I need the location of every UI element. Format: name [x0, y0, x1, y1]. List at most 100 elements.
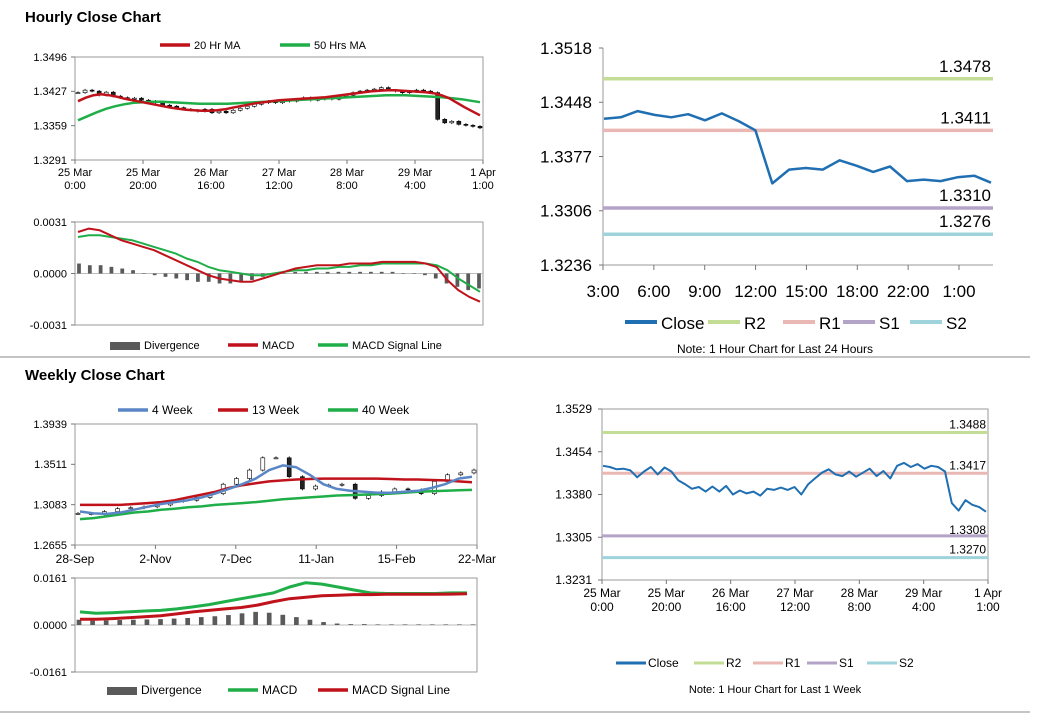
weekly-1h-chart: 1.3488 1.3417 1.3308 1.3270 1.3529 1.3454 1.33… — [555, 402, 1002, 696]
weekly-1h-y-tick-label: 1.3231 — [555, 573, 592, 587]
weekly-macd-divergence-bar — [389, 624, 394, 625]
hourly-macd-y-tick-label: -0.0031 — [30, 320, 67, 332]
weekly-price-candle-body — [234, 478, 239, 485]
hourly-price-x-tick-label: 20:00 — [129, 180, 157, 192]
hourly-macd-divergence-bar — [98, 265, 103, 274]
hourly-macd-divergence-bar — [250, 273, 254, 281]
hourly-macd-divergence-bar — [87, 265, 92, 274]
weekly-price-frame — [74, 423, 478, 546]
hourly-macd-divergence-bar — [477, 273, 481, 289]
hourly-price-y-tick-label: 1.3291 — [33, 155, 67, 167]
weekly-1h-y-tick-label: 1.3380 — [555, 488, 592, 502]
hourly-price-x-tick-label: 25 Mar — [126, 167, 161, 179]
wk13-line — [80, 477, 473, 507]
weekly-price-y-tick-label: 1.3083 — [33, 500, 67, 512]
hourly-price-x-tick-label: 16:00 — [197, 180, 225, 192]
hourly-divergence-legend-label: Divergence — [144, 340, 200, 352]
hourly-macd-divergence-bar — [369, 271, 373, 274]
hourly-24h-note: Note: 1 Hour Chart for Last 24 Hours — [677, 342, 873, 356]
weekly-macd-divergence-bar — [158, 619, 163, 625]
weekly-section-title: Weekly Close Chart — [25, 367, 165, 384]
hourly-price-x-tick-label: 26 Mar — [194, 167, 229, 179]
hourly-price-candle-body — [463, 124, 469, 126]
weekly-price-x-tick-label: 28-Sep — [56, 552, 95, 566]
weekly-macd-chart: 0.0161 0.0000 -0.0161 Divergence MACD MACD Si… — [30, 573, 478, 697]
hourly-macd-divergence-bar — [390, 271, 395, 274]
hourly-macd-divergence-bar — [314, 271, 319, 274]
weekly-macd-divergence-bar — [185, 617, 191, 625]
weekly-1h-x-tick-label: 16:00 — [716, 600, 746, 614]
weekly-macd-divergence-bar — [375, 624, 381, 625]
hourly-price-candle-body — [378, 87, 384, 90]
hourly-24h-x-tick-label: 12:00 — [734, 282, 777, 301]
weekly-price-y-tick-label: 1.3939 — [33, 419, 67, 431]
weekly-1h-x-tick-label: 25 Mar — [648, 586, 685, 600]
weekly-price-candle-body — [471, 469, 477, 474]
hourly-price-candle-body — [139, 97, 144, 101]
weekly-macd-divergence-bar — [443, 624, 449, 625]
weekly-1h-r1-level-label: 1.3417 — [949, 458, 986, 472]
weekly-1h-legend-label: R2 — [726, 656, 742, 670]
hourly-price-candle-body — [470, 125, 476, 127]
hourly-price-candle-body — [456, 121, 462, 125]
weekly-1h-x-tick-label: 20:00 — [651, 600, 681, 614]
hourly-macd-divergence-bar — [77, 263, 81, 274]
wk40-legend-label: 40 Week — [362, 403, 410, 417]
hourly-macd-divergence-bar — [174, 273, 179, 279]
hourly-24h-r2-level-label: 1.3478 — [939, 57, 991, 76]
hourly-24h-y-tick-label: 1.3377 — [540, 147, 592, 166]
hourly-24h-x-tick-label: 3:00 — [586, 282, 619, 301]
weekly-1h-x-tick-label: 12:00 — [780, 600, 810, 614]
hourly-24h-x-tick-label: 6:00 — [637, 282, 670, 301]
hourly-macd-divergence-bar — [152, 273, 157, 276]
weekly-1h-x-tick-label: 4:00 — [912, 600, 936, 614]
hourly-macd-divergence-bar — [466, 273, 471, 291]
hourly-macd-divergence-bar — [412, 273, 417, 274]
weekly-1h-s1-level-label: 1.3308 — [949, 523, 986, 537]
hourly-macd-line — [77, 227, 481, 303]
weekly-divergence-legend-swatch — [107, 687, 137, 695]
hourly-24h-legend-label: S2 — [946, 314, 967, 333]
hourly-price-x-tick-label: 1:00 — [472, 180, 493, 192]
weekly-price-candle-body — [247, 469, 252, 479]
weekly-macd-divergence-bar — [429, 624, 435, 625]
weekly-macd-divergence-bar — [294, 617, 299, 625]
hourly-price-x-tick-label: 29 Mar — [398, 167, 433, 179]
hourly-macd-divergence-bar — [336, 271, 341, 274]
weekly-1h-x-tick-label: 26 Mar — [712, 586, 749, 600]
weekly-macd-divergence-bar — [361, 624, 367, 625]
weekly-macd-divergence-bar — [117, 620, 123, 625]
weekly-macd-divergence-bar — [402, 624, 408, 625]
hourly-price-candle-body — [244, 105, 250, 109]
hourly-price-x-tick-label: 12:00 — [265, 180, 293, 192]
ma20-line — [77, 88, 481, 117]
hourly-macd-divergence-bar — [455, 273, 460, 287]
hourly-macd-divergence-bar — [347, 271, 352, 274]
weekly-1h-legend-label: S1 — [839, 656, 854, 670]
weekly-macd-divergence-bar — [76, 619, 82, 625]
weekly-macd-divergence-bar — [103, 620, 109, 625]
hourly-24h-legend-label: R2 — [744, 314, 766, 333]
hourly-24h-x-tick-label: 1:00 — [942, 282, 975, 301]
hourly-macd-divergence-bar — [358, 271, 362, 274]
hourly-macd-legend-label: MACD — [262, 340, 294, 352]
weekly-macd-divergence-bar — [226, 615, 231, 625]
hourly-macd-divergence-bar — [206, 273, 211, 282]
hourly-price-x-tick-label: 28 Mar — [330, 167, 365, 179]
hourly-24h-chart: 1.3478 1.3411 1.3310 1.3276 1.3518 1.3448 1.33… — [540, 39, 993, 356]
weekly-macd-divergence-bar — [130, 619, 136, 625]
hourly-macd-divergence-bar — [185, 273, 189, 281]
hourly-macd-divergence-bar — [131, 270, 135, 274]
hourly-macd-chart: 0.0031 0.0000 -0.0031 Divergence MACD MACD Si… — [30, 217, 484, 352]
weekly-price-candle-body — [405, 488, 411, 491]
hourly-price-candle-body — [237, 107, 243, 111]
weekly-price-candle-body — [366, 495, 371, 499]
weekly-1h-y-tick-label: 1.3305 — [555, 530, 592, 544]
wk4-legend-label: 4 Week — [152, 403, 193, 417]
ma20-legend-label: 20 Hr MA — [194, 40, 241, 52]
hourly-24h-legend-label: S1 — [879, 314, 900, 333]
hourly-price-candle-body — [89, 89, 95, 92]
hourly-24h-y-tick-label: 1.3236 — [540, 256, 592, 275]
weekly-macd-y-tick-label: 0.0161 — [33, 573, 67, 585]
wk13-legend-label: 13 Week — [252, 403, 300, 417]
